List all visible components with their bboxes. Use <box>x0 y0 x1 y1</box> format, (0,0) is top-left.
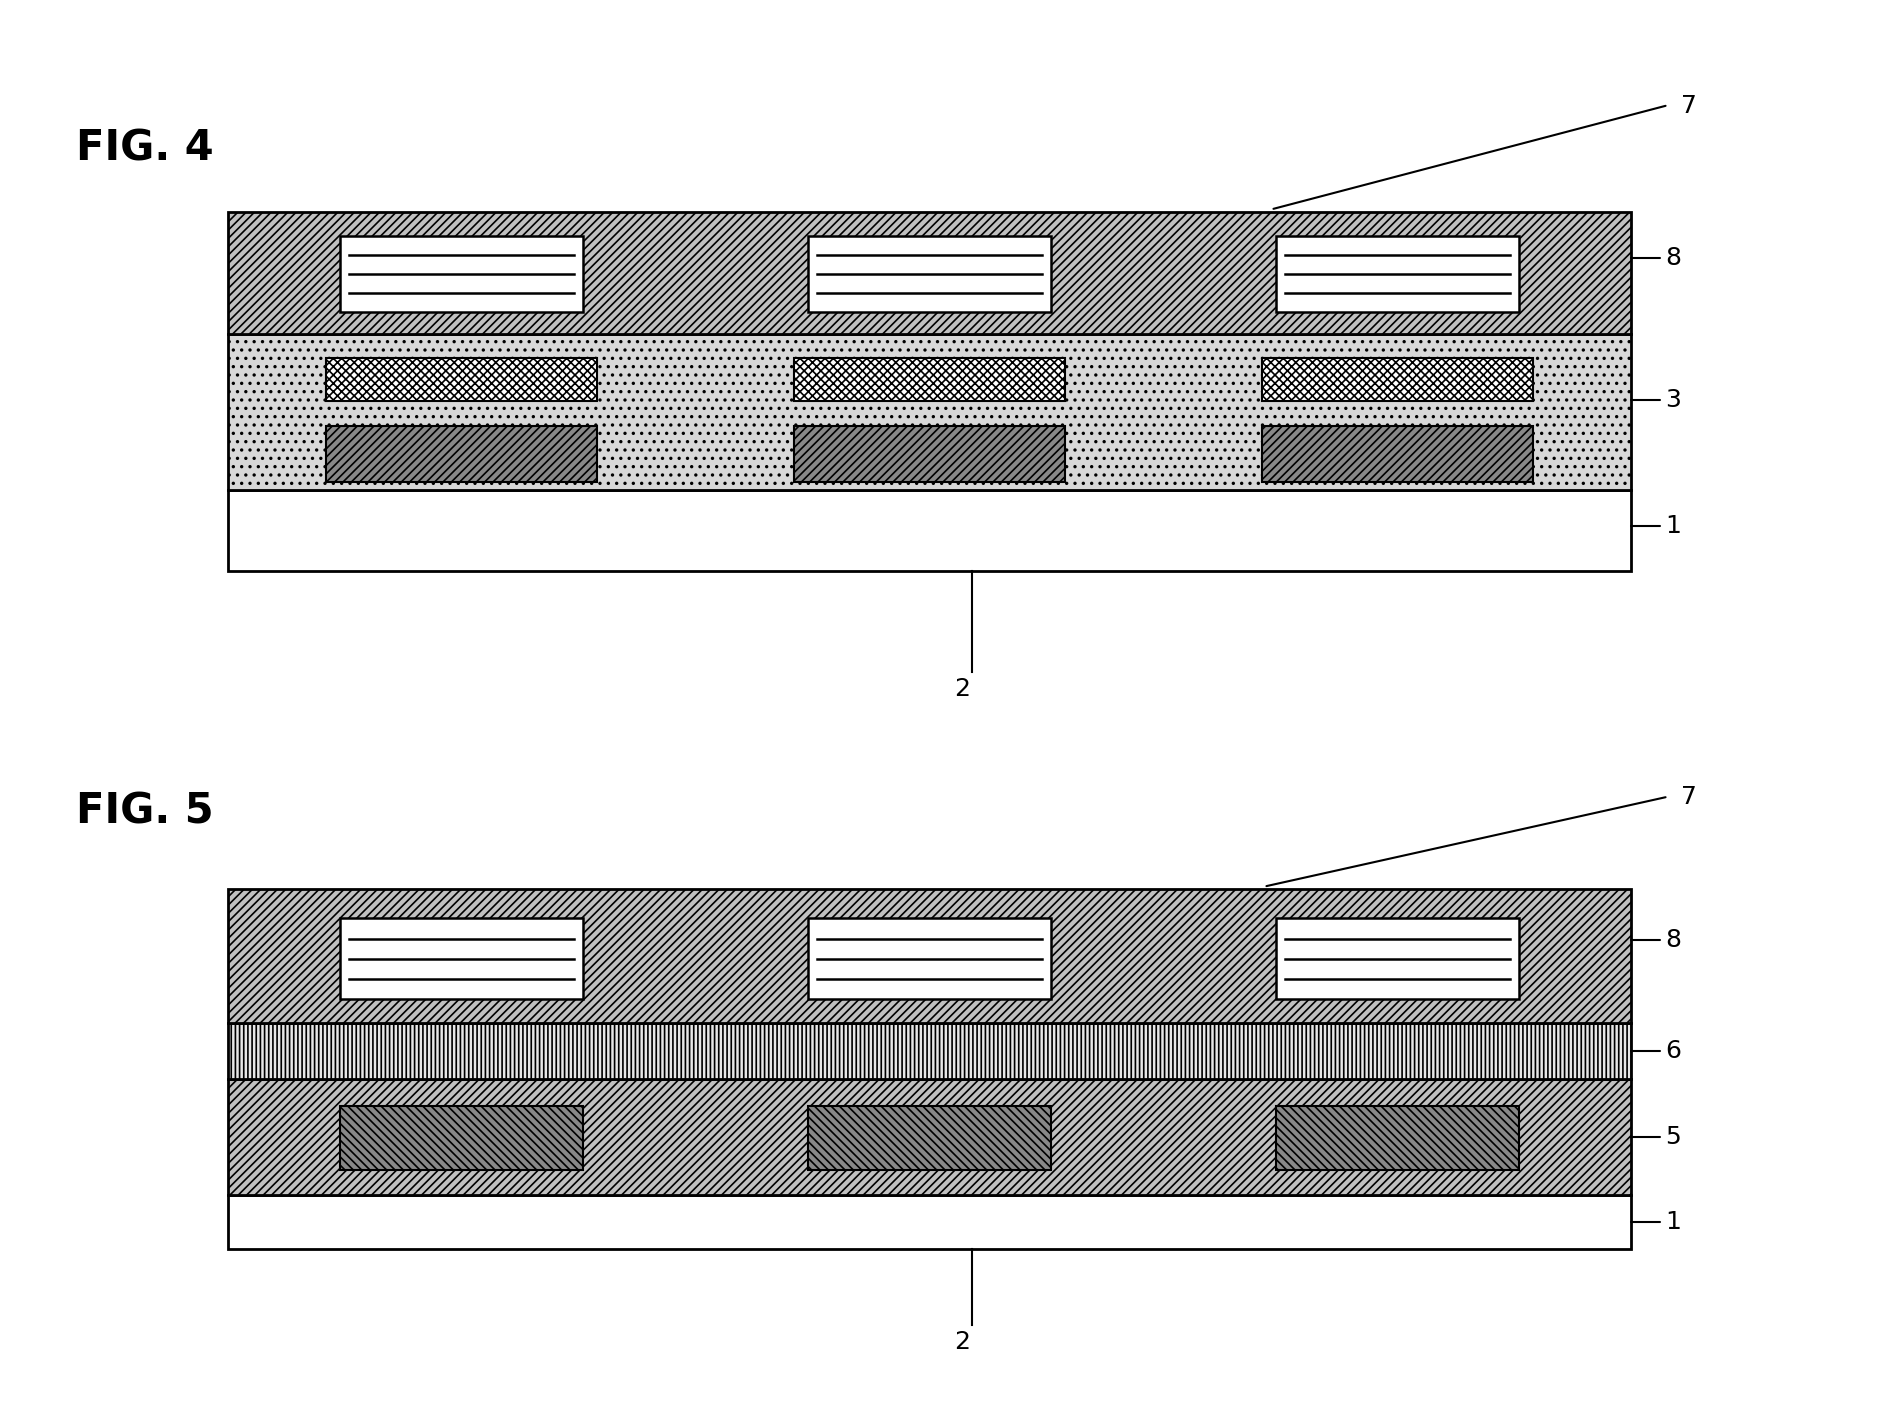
Text: 7: 7 <box>1681 93 1696 119</box>
Bar <box>808 236 1051 312</box>
Text: 5: 5 <box>1666 1125 1681 1150</box>
Text: 2: 2 <box>954 1329 969 1355</box>
Text: 2: 2 <box>954 676 969 701</box>
Bar <box>1277 236 1519 312</box>
Text: 3: 3 <box>1666 388 1681 412</box>
Bar <box>1262 357 1533 401</box>
Text: 8: 8 <box>1666 247 1681 271</box>
Bar <box>1262 426 1533 481</box>
Bar <box>808 1106 1051 1170</box>
Text: 8: 8 <box>1666 928 1681 952</box>
Text: 6: 6 <box>1666 1038 1681 1064</box>
Bar <box>340 236 582 312</box>
Text: 1: 1 <box>1666 515 1681 539</box>
Bar <box>1277 1106 1519 1170</box>
Bar <box>793 357 1066 401</box>
Bar <box>326 357 598 401</box>
Text: 7: 7 <box>1681 785 1696 810</box>
Bar <box>228 212 1631 334</box>
Bar <box>228 889 1631 1023</box>
Bar <box>808 919 1051 999</box>
Bar <box>228 1079 1631 1195</box>
Text: FIG. 5: FIG. 5 <box>76 790 214 832</box>
Bar <box>228 490 1631 571</box>
Bar <box>793 426 1066 481</box>
Text: FIG. 4: FIG. 4 <box>76 127 214 169</box>
Bar <box>1277 919 1519 999</box>
Bar <box>326 426 598 481</box>
Bar <box>228 1195 1631 1249</box>
Bar <box>228 334 1631 490</box>
Bar <box>340 1106 582 1170</box>
Bar <box>340 919 582 999</box>
Bar <box>228 1023 1631 1079</box>
Text: 1: 1 <box>1666 1209 1681 1235</box>
